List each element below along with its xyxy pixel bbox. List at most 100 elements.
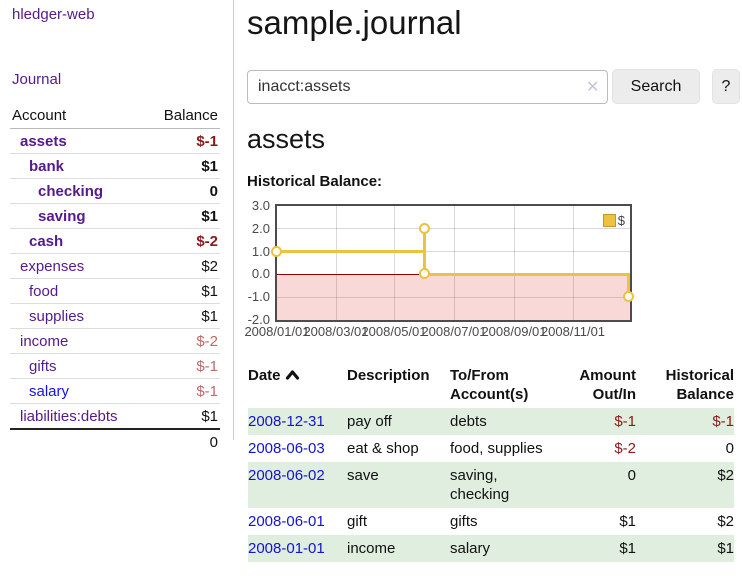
gridline [277, 251, 630, 252]
transaction-row: 2008-06-03 eat & shop food, supplies $-2… [248, 435, 734, 462]
account-balance: $-2 [147, 228, 220, 254]
account-balance: $1 [147, 203, 220, 229]
transaction-amount: $-1 [614, 413, 636, 430]
account-link-assets[interactable]: assets [20, 132, 67, 150]
transaction-description: save [347, 467, 379, 484]
account-balance: $1 [147, 153, 220, 179]
chart-point [271, 246, 282, 257]
account-balance: $-1 [147, 128, 220, 154]
search-button[interactable]: Search [612, 69, 700, 104]
transaction-date-link[interactable]: 2008-06-03 [248, 440, 325, 457]
account-balance: $-2 [147, 328, 220, 354]
gridline [277, 297, 630, 298]
account-row-salary: salary $-1 [10, 378, 220, 404]
y-tick: 3.0 [251, 198, 270, 213]
help-button[interactable]: ? [712, 69, 740, 104]
account-row-bank: bank $1 [10, 153, 220, 179]
account-row-gifts: gifts $-1 [10, 353, 220, 379]
account-row-food: food $1 [10, 278, 220, 304]
search-input[interactable] [247, 70, 608, 104]
x-tick: 2008/07/01 [421, 324, 487, 339]
transaction-amount: $1 [619, 513, 636, 530]
transaction-amount: 0 [627, 467, 636, 484]
x-tick: 2008/01/01 [244, 324, 310, 339]
negative-region-shading [277, 274, 630, 320]
account-balance-table: Account Balance assets $-1 bank $1 check… [10, 103, 220, 454]
legend-swatch [602, 214, 616, 227]
account-balance: $1 [147, 303, 220, 329]
transaction-accounts: saving, checking [450, 467, 510, 503]
transaction-date-link[interactable]: 2008-12-31 [248, 413, 325, 430]
sidebar-item-journal[interactable]: Journal [12, 71, 62, 88]
balance-column-header: Historical Balance [665, 367, 734, 403]
account-link-income[interactable]: income [20, 332, 69, 350]
y-tick: 0.0 [251, 266, 270, 281]
account-balance: $2 [147, 253, 220, 279]
account-total-row: 0 [10, 428, 220, 454]
account-row-expenses: expenses $2 [10, 253, 220, 279]
transaction-row: 2008-01-01 income salary $1 $1 [248, 535, 734, 562]
account-link-supplies[interactable]: supplies [29, 307, 85, 325]
transaction-date-link[interactable]: 2008-06-02 [248, 467, 325, 484]
transaction-amount: $1 [619, 540, 636, 557]
account-link-saving[interactable]: saving [38, 207, 86, 225]
register-header-row: Date Description To/From Account(s) Amou… [248, 362, 734, 408]
transaction-row: 2008-12-31 pay off debts $-1 $-1 [248, 408, 734, 435]
gridline [336, 206, 337, 320]
y-tick: 2.0 [251, 221, 270, 236]
transaction-balance: $2 [717, 513, 734, 530]
chart-legend: $ [601, 213, 626, 228]
account-balance: 0 [147, 178, 220, 204]
transaction-balance: $-1 [712, 413, 734, 430]
transaction-balance: 0 [725, 440, 734, 457]
chart-line-segment [423, 273, 630, 276]
transaction-date-link[interactable]: 2008-01-01 [248, 540, 325, 557]
x-tick: 2008/03/01 [303, 324, 369, 339]
accounts-column-header: To/From Account(s) [450, 367, 529, 403]
account-balance: $-1 [147, 353, 220, 379]
account-link-cash[interactable]: cash [29, 232, 64, 250]
gridline [394, 206, 395, 320]
x-tick: 2008/05/01 [361, 324, 427, 339]
transaction-description: pay off [347, 413, 392, 430]
chart-point [419, 268, 430, 279]
account-link-liabilities-debts[interactable]: liabilities:debts [20, 407, 118, 425]
x-tick: 2008/09/01 [481, 324, 547, 339]
account-table-header: Account Balance [10, 103, 220, 129]
account-balance: $1 [147, 403, 220, 430]
account-link-gifts[interactable]: gifts [29, 357, 57, 375]
clear-search-icon[interactable]: ✕ [586, 79, 600, 96]
y-tick: -2.0 [247, 312, 270, 327]
account-balance: $-1 [147, 378, 220, 404]
transaction-balance: $2 [717, 467, 734, 484]
date-column-header[interactable]: Date [248, 362, 347, 408]
transaction-description: gift [347, 513, 368, 530]
chart-point [419, 223, 430, 234]
account-link-expenses[interactable]: expenses [20, 257, 85, 275]
account-row-cash: cash $-2 [10, 228, 220, 254]
account-link-salary[interactable]: salary [29, 382, 70, 400]
chart-line-segment [277, 250, 426, 253]
page-title: sample.journal [247, 4, 462, 41]
chart-plot-area: $ [271, 204, 634, 322]
legend-label: $ [617, 213, 625, 228]
account-link-bank[interactable]: bank [29, 157, 65, 175]
y-tick: -1.0 [247, 289, 270, 304]
accounts-total: 0 [147, 428, 220, 454]
transaction-balance: $1 [717, 540, 734, 557]
account-column-header: Account [10, 103, 148, 129]
description-column-header: Description [347, 367, 430, 384]
gridline [573, 206, 574, 320]
transaction-description: income [347, 540, 396, 557]
gridline [514, 206, 515, 320]
transaction-date-link[interactable]: 2008-06-01 [248, 513, 325, 530]
app-brand-link[interactable]: hledger-web [12, 6, 95, 23]
transaction-accounts: gifts [450, 513, 478, 530]
transaction-accounts: food, supplies [450, 440, 543, 457]
account-link-food[interactable]: food [29, 282, 59, 300]
chart-title: Historical Balance: [247, 173, 383, 190]
gridline [454, 206, 455, 320]
account-link-checking[interactable]: checking [38, 182, 104, 200]
gridline [277, 228, 630, 229]
account-row-assets: assets $-1 [10, 128, 220, 154]
